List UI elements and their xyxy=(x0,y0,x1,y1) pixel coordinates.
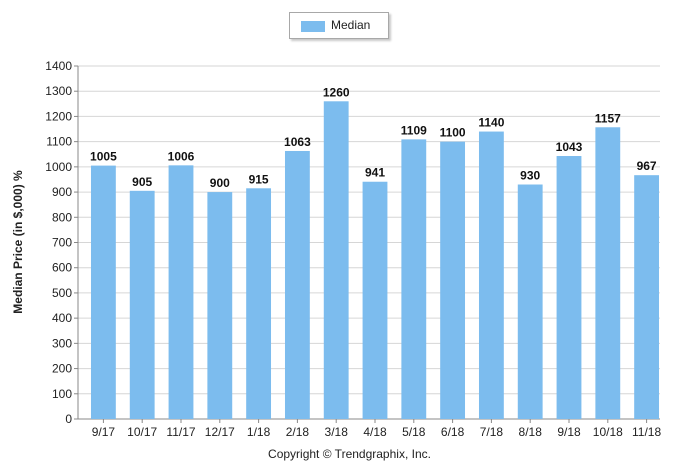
legend: Median xyxy=(289,12,389,39)
bar xyxy=(207,192,233,419)
bar xyxy=(634,175,660,419)
y-tick-label: 1000 xyxy=(45,160,72,174)
copyright-footer: Copyright © Trendgraphix, Inc. xyxy=(268,447,431,461)
x-tick-label: 9/17 xyxy=(92,425,116,439)
bar-value-label: 1043 xyxy=(556,140,583,154)
x-tick-label: 3/18 xyxy=(325,425,349,439)
bar-value-label: 905 xyxy=(132,175,152,189)
bar xyxy=(556,156,582,419)
bar-value-label: 967 xyxy=(637,159,657,173)
x-tick-label: 7/18 xyxy=(480,425,504,439)
bar-value-label: 941 xyxy=(365,166,385,180)
y-tick-label: 600 xyxy=(52,261,72,275)
x-tick-label: 11/18 xyxy=(632,425,661,439)
bar xyxy=(168,165,194,419)
bar xyxy=(440,141,466,419)
y-tick-label: 200 xyxy=(52,362,72,376)
x-tick-label: 2/18 xyxy=(286,425,310,439)
x-tick-label: 6/18 xyxy=(441,425,465,439)
bar xyxy=(362,181,388,419)
bar-value-label: 1109 xyxy=(401,123,427,137)
bar-value-label: 1140 xyxy=(478,116,504,130)
y-tick-label: 700 xyxy=(52,236,72,250)
x-tick-label: 10/17 xyxy=(127,425,157,439)
bar xyxy=(246,188,272,419)
x-tick-label: 9/18 xyxy=(557,425,581,439)
x-tick-label: 8/18 xyxy=(519,425,543,439)
x-tick-label: 10/18 xyxy=(593,425,623,439)
bar-value-label: 1260 xyxy=(323,85,350,99)
y-tick-label: 1300 xyxy=(45,84,72,98)
x-tick-label: 5/18 xyxy=(402,425,426,439)
bar xyxy=(517,184,543,419)
y-tick-label: 800 xyxy=(52,210,72,224)
bar xyxy=(90,165,116,419)
bar-value-label: 915 xyxy=(249,172,269,186)
y-tick-label: 500 xyxy=(52,286,72,300)
x-tick-label: 4/18 xyxy=(363,425,387,439)
y-tick-label: 100 xyxy=(52,387,72,401)
bar-value-label: 900 xyxy=(210,176,230,190)
y-tick-label: 1100 xyxy=(46,135,72,149)
bar xyxy=(401,139,427,419)
y-tick-label: 1200 xyxy=(45,109,72,123)
bar-value-label: 1063 xyxy=(284,135,311,149)
x-tick-label: 1/18 xyxy=(247,425,271,439)
bar xyxy=(323,101,349,420)
bar-value-label: 1100 xyxy=(440,126,466,140)
x-tick-label: 11/17 xyxy=(166,425,195,439)
bar xyxy=(595,127,621,419)
bar-value-label: 1006 xyxy=(168,149,195,163)
legend-label-median: Median xyxy=(331,18,371,32)
y-tick-label: 900 xyxy=(52,185,72,199)
legend-swatch-median xyxy=(301,21,325,32)
y-tick-label: 0 xyxy=(65,412,72,426)
bar xyxy=(129,190,155,419)
bar-value-label: 1157 xyxy=(595,111,621,125)
x-tick-label: 12/17 xyxy=(205,425,235,439)
y-tick-label: 1400 xyxy=(45,59,72,73)
bar-value-label: 930 xyxy=(520,169,540,183)
y-axis-label: Median Price (in $,000) % xyxy=(11,170,25,314)
bar xyxy=(284,150,310,419)
y-tick-label: 300 xyxy=(52,336,72,350)
y-tick-label: 400 xyxy=(52,311,72,325)
bar-value-label: 1005 xyxy=(90,150,117,164)
bar xyxy=(478,131,504,420)
